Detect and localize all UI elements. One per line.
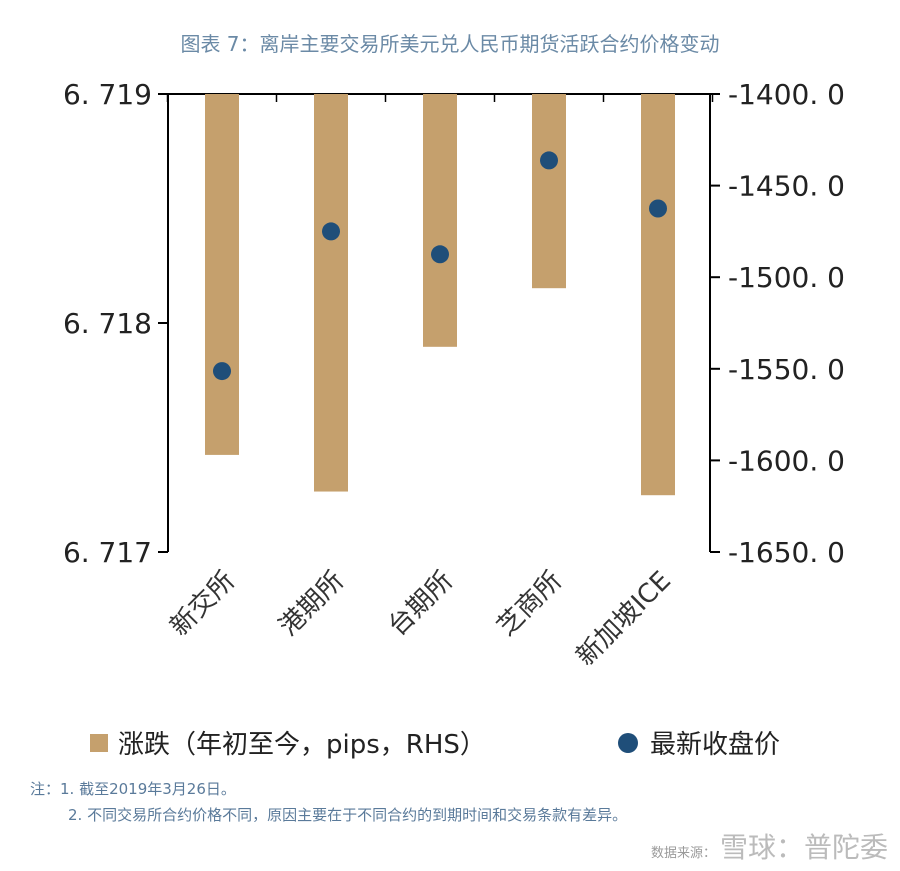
bar	[423, 94, 457, 347]
note-2: 2. 不同交易所合约价格不同，原因主要在于不同合约的到期时间和交易条款有差异。	[68, 806, 628, 824]
data-point	[431, 245, 449, 264]
watermark-source: 数据来源：	[650, 846, 716, 861]
right-tick-label: -1600. 0	[728, 444, 845, 477]
data-point	[322, 222, 340, 241]
watermark: 数据来源： 雪球：普陀委	[651, 826, 888, 866]
right-tick-label: -1400. 0	[728, 78, 845, 111]
chart-title: 图表 7：离岸主要交易所美元兑人民币期货活跃合约价格变动	[180, 32, 720, 56]
legend-item-dot: 最新收盘价	[618, 724, 780, 761]
legend: 涨跌（年初至今，pips，RHS） 最新收盘价	[90, 724, 890, 764]
legend-bar-swatch	[90, 733, 108, 752]
category-label: 芝商所	[492, 566, 568, 642]
legend-dot-swatch	[618, 732, 638, 753]
right-tick-label: -1450. 0	[728, 170, 845, 203]
legend-item-bar: 涨跌（年初至今，pips，RHS）	[90, 724, 486, 761]
legend-dot-label: 最新收盘价	[650, 730, 781, 760]
category-label: 台期所	[383, 566, 459, 642]
bar	[532, 94, 566, 289]
category-label: 港期所	[274, 566, 350, 642]
footnotes: 注：1. 截至2019年3月26日。 2. 不同交易所合约价格不同，原因主要在于…	[30, 776, 880, 828]
left-tick-label: 6. 717	[63, 536, 152, 569]
bar	[314, 94, 348, 492]
legend-bar-label: 涨跌（年初至今，pips，RHS）	[118, 730, 486, 760]
chart-plot: 6. 717 6. 718 6. 719 -1400. 0 -1450. 0 -1500.…	[63, 78, 845, 672]
left-tick-label: 6. 719	[63, 78, 152, 111]
bar	[641, 94, 675, 496]
bar	[205, 94, 239, 455]
data-point	[540, 151, 558, 170]
data-point	[213, 362, 231, 381]
note-1: 注：1. 截至2019年3月26日。	[30, 780, 236, 798]
right-tick-label: -1500. 0	[728, 261, 845, 294]
left-tick-label: 6. 718	[63, 307, 152, 340]
category-label: 新交所	[165, 566, 241, 642]
right-tick-label: -1550. 0	[728, 353, 845, 386]
watermark-brand: 雪球：普陀委	[719, 831, 888, 864]
category-label: 新加坡ICE	[571, 566, 677, 672]
right-tick-label: -1650. 0	[728, 536, 845, 569]
data-point	[649, 199, 667, 218]
